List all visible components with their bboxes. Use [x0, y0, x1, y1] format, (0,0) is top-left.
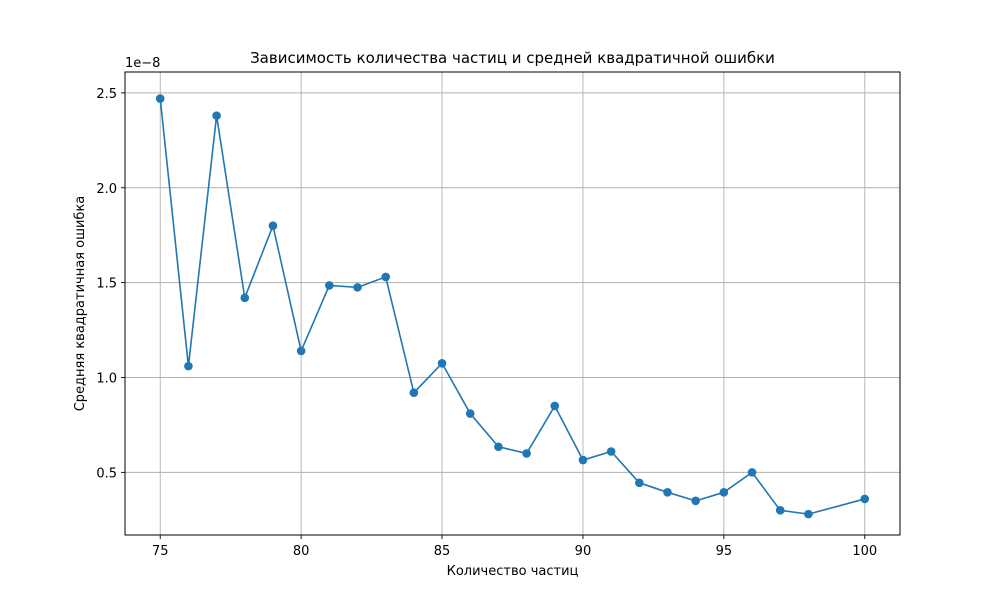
data-point: [747, 468, 757, 477]
y-tick-label: 1.5: [96, 277, 117, 292]
y-axis-offset-label: 1e−8: [125, 56, 160, 71]
data-point: [606, 447, 616, 456]
data-point: [465, 409, 475, 418]
data-point: [184, 361, 193, 371]
data-point: [437, 358, 447, 368]
x-tick-label: 100: [852, 544, 877, 559]
data-point: [240, 293, 250, 303]
data-point: [691, 496, 700, 506]
y-axis-label: Средняя квадратичная ошибка: [73, 196, 88, 412]
chart-title: Зависимость количества частиц и средней …: [250, 49, 775, 67]
data-point: [409, 388, 419, 397]
x-tick-label: 90: [575, 544, 592, 559]
data-point: [522, 449, 531, 458]
ticks: 75 80 85 90 95 100 0.5 1.0 1.5 2.0 2.5: [96, 87, 877, 559]
data-point: [719, 488, 729, 497]
y-tick-label: 0.5: [96, 466, 117, 481]
data-point: [663, 488, 672, 497]
data-point: [155, 94, 165, 103]
y-tick-label: 1.0: [96, 372, 117, 387]
data-point: [268, 221, 278, 231]
data-point: [325, 281, 334, 290]
plot-area-frame: [124, 71, 901, 536]
data-point: [860, 494, 870, 504]
x-tick-label: 80: [293, 544, 310, 559]
x-tick-label: 95: [716, 544, 733, 559]
data-point: [296, 346, 306, 356]
y-tick-label: 2.0: [96, 182, 117, 197]
data-point: [804, 509, 813, 519]
data-point: [775, 506, 785, 515]
data-point: [550, 401, 560, 411]
y-tick-label: 2.5: [96, 87, 117, 102]
data-point: [578, 455, 588, 465]
data-point: [381, 272, 390, 282]
data-point: [635, 478, 644, 488]
x-tick-label: 75: [152, 544, 169, 559]
x-tick-label: 85: [434, 544, 451, 559]
data-point: [353, 283, 362, 292]
grid: [125, 72, 900, 535]
x-axis-label: Количество частиц: [447, 564, 579, 579]
data-point: [494, 442, 503, 452]
series-layer: [155, 94, 870, 519]
data-point: [212, 111, 221, 120]
